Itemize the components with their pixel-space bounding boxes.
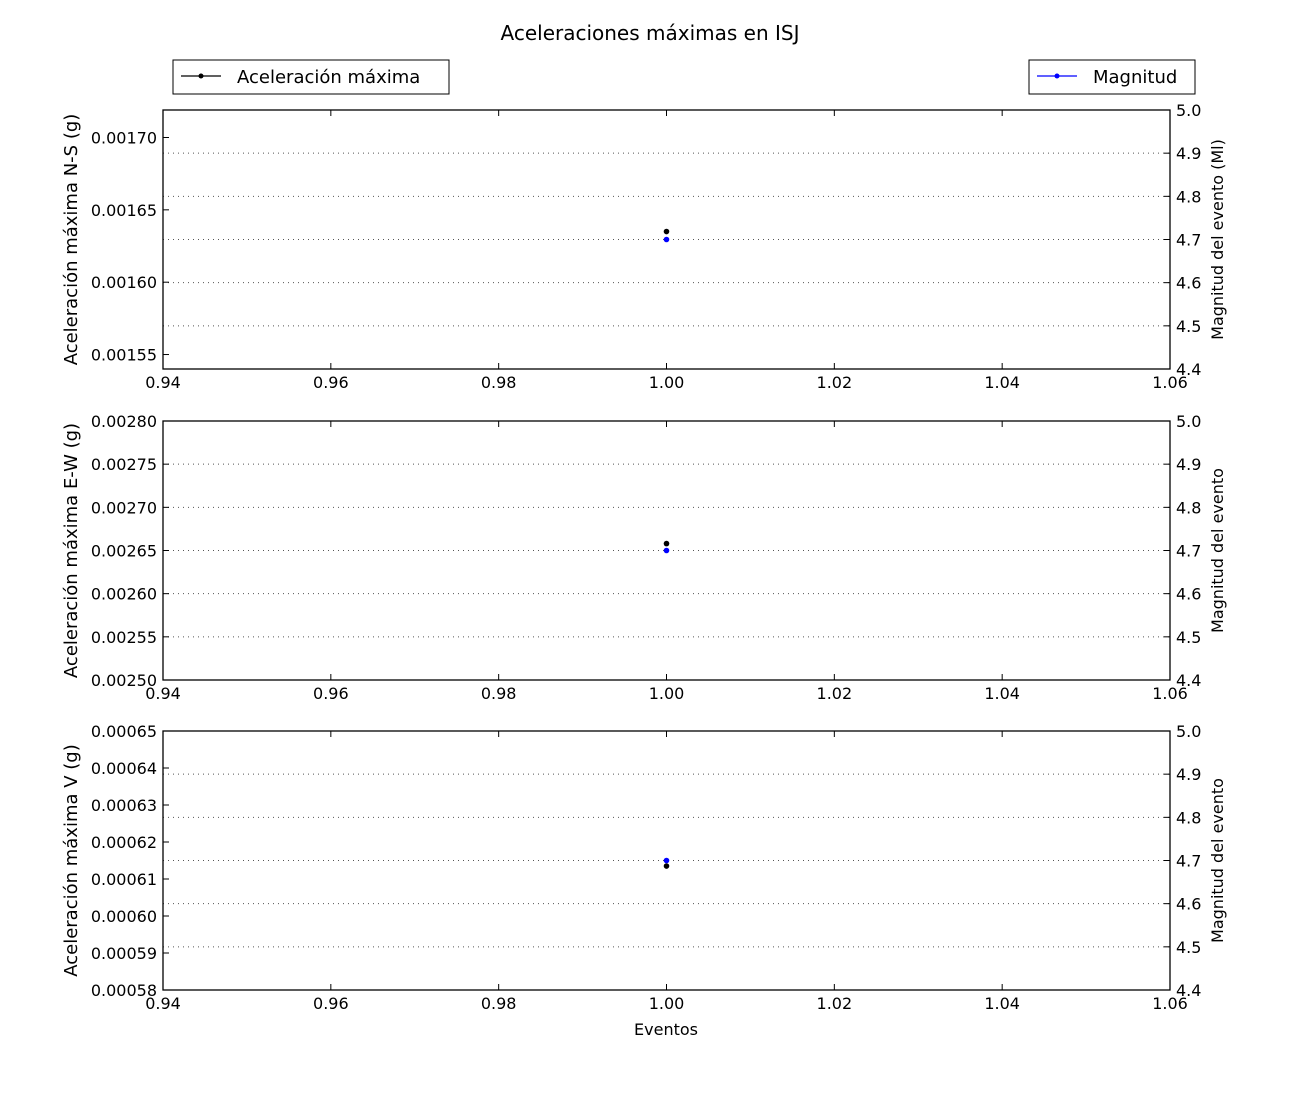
y2-tick-label: 5.0 <box>1176 412 1201 431</box>
x-tick-label: 1.04 <box>984 684 1020 703</box>
y-tick-label: 0.00275 <box>91 455 157 474</box>
y-tick-label: 0.00280 <box>91 412 157 431</box>
magnitude-point <box>663 547 670 554</box>
panel-1: 0.94 0.96 0.98 1.00 1.02 1.04 1.06 0.00155 0.001… <box>61 101 1227 392</box>
x-tick-label: 0.98 <box>481 373 517 392</box>
y2-tick-label: 4.5 <box>1176 938 1201 957</box>
acceleration-point <box>663 863 670 869</box>
y-tick-label: 0.00058 <box>91 981 157 1000</box>
legend-left-marker <box>198 73 204 79</box>
legend-right-label: Magnitud <box>1093 67 1177 88</box>
y2-tick-label: 4.6 <box>1176 274 1201 293</box>
x-tick-label: 0.94 <box>145 373 181 392</box>
x-tick-label: 1.00 <box>649 373 685 392</box>
legend-right-marker <box>1054 73 1060 79</box>
x-tick-label: 0.94 <box>145 684 181 703</box>
y-tick-label: 0.00260 <box>91 585 157 604</box>
x-tick-label: 1.00 <box>649 684 685 703</box>
y2-tick-label: 5.0 <box>1176 722 1201 741</box>
legend-right: Magnitud <box>1028 59 1196 95</box>
y-axis-label: Aceleración máxima E-W (g) <box>61 423 82 678</box>
y2-axis-label: Magnitud del evento <box>1208 468 1227 633</box>
y2-tick-label: 5.0 <box>1176 101 1201 120</box>
y-tick-label: 0.00060 <box>91 907 157 926</box>
y-tick-label: 0.00061 <box>91 870 157 889</box>
y-tick-label: 0.00062 <box>91 833 157 852</box>
acceleration-point <box>663 228 670 235</box>
y-tick-label: 0.00170 <box>91 128 157 147</box>
y-tick-label: 0.00064 <box>91 759 157 778</box>
x-tick-label: 1.02 <box>817 373 853 392</box>
x-tick-label: 0.98 <box>481 684 517 703</box>
y2-tick-label: 4.4 <box>1176 981 1201 1000</box>
x-tick-label: 0.94 <box>145 994 181 1013</box>
x-tick-label: 0.96 <box>313 684 349 703</box>
y-axis-label: Aceleración máxima V (g) <box>61 744 82 977</box>
chart-title: Aceleraciones máximas en ISJ <box>501 21 800 45</box>
panel-2: 0.94 0.96 0.98 1.00 1.02 1.04 1.06 0.00250 0.002… <box>61 412 1227 703</box>
y2-tick-label: 4.4 <box>1176 671 1201 690</box>
legend-left: Aceleración máxima <box>172 59 450 95</box>
y2-axis-label: Magnitud del evento <box>1208 778 1227 943</box>
y2-tick-label: 4.4 <box>1176 360 1201 379</box>
y2-tick-label: 4.6 <box>1176 585 1201 604</box>
y2-tick-label: 4.7 <box>1176 542 1201 561</box>
y2-tick-label: 4.8 <box>1176 187 1201 206</box>
x-tick-label: 1.06 <box>1152 684 1188 703</box>
y-tick-label: 0.00165 <box>91 201 157 220</box>
y-tick-label: 0.00250 <box>91 671 157 690</box>
y-axis-label: Aceleración máxima N-S (g) <box>61 114 82 366</box>
y-tick-label: 0.00065 <box>91 722 157 741</box>
y2-tick-label: 4.5 <box>1176 317 1201 336</box>
y2-tick-label: 4.7 <box>1176 231 1201 250</box>
magnitude-point <box>663 857 670 864</box>
y-tick-label: 0.00155 <box>91 346 157 365</box>
x-tick-label: 1.06 <box>1152 994 1188 1013</box>
acceleration-point <box>663 540 670 547</box>
y2-tick-label: 4.9 <box>1176 455 1201 474</box>
legend-left-label: Aceleración máxima <box>237 67 420 88</box>
x-tick-label: 1.02 <box>817 684 853 703</box>
y2-axis-label: Magnitud del evento (Ml) <box>1208 139 1227 340</box>
magnitude-point <box>663 236 670 243</box>
x-tick-label: 1.02 <box>817 994 853 1013</box>
y2-tick-label: 4.8 <box>1176 498 1201 517</box>
y2-tick-label: 4.5 <box>1176 628 1201 647</box>
y2-tick-label: 4.6 <box>1176 895 1201 914</box>
x-tick-label: 1.04 <box>984 373 1020 392</box>
y-tick-label: 0.00265 <box>91 542 157 561</box>
x-axis-label: Eventos <box>634 1020 698 1039</box>
y2-tick-label: 4.9 <box>1176 765 1201 784</box>
y2-tick-label: 4.8 <box>1176 808 1201 827</box>
x-tick-label: 0.96 <box>313 373 349 392</box>
x-tick-label: 1.06 <box>1152 373 1188 392</box>
y-tick-label: 0.00160 <box>91 273 157 292</box>
y-tick-label: 0.00255 <box>91 628 157 647</box>
x-tick-label: 1.00 <box>649 994 685 1013</box>
y-tick-label: 0.00270 <box>91 498 157 517</box>
y-tick-label: 0.00059 <box>91 944 157 963</box>
x-tick-label: 1.04 <box>984 994 1020 1013</box>
y2-tick-label: 4.9 <box>1176 144 1201 163</box>
panel-3: 0.94 0.96 0.98 1.00 1.02 1.04 1.06 0.00058 0.000… <box>61 722 1227 1013</box>
x-tick-label: 0.98 <box>481 994 517 1013</box>
y-tick-label: 0.00063 <box>91 796 157 815</box>
y2-tick-label: 4.7 <box>1176 852 1201 871</box>
x-tick-label: 0.96 <box>313 994 349 1013</box>
